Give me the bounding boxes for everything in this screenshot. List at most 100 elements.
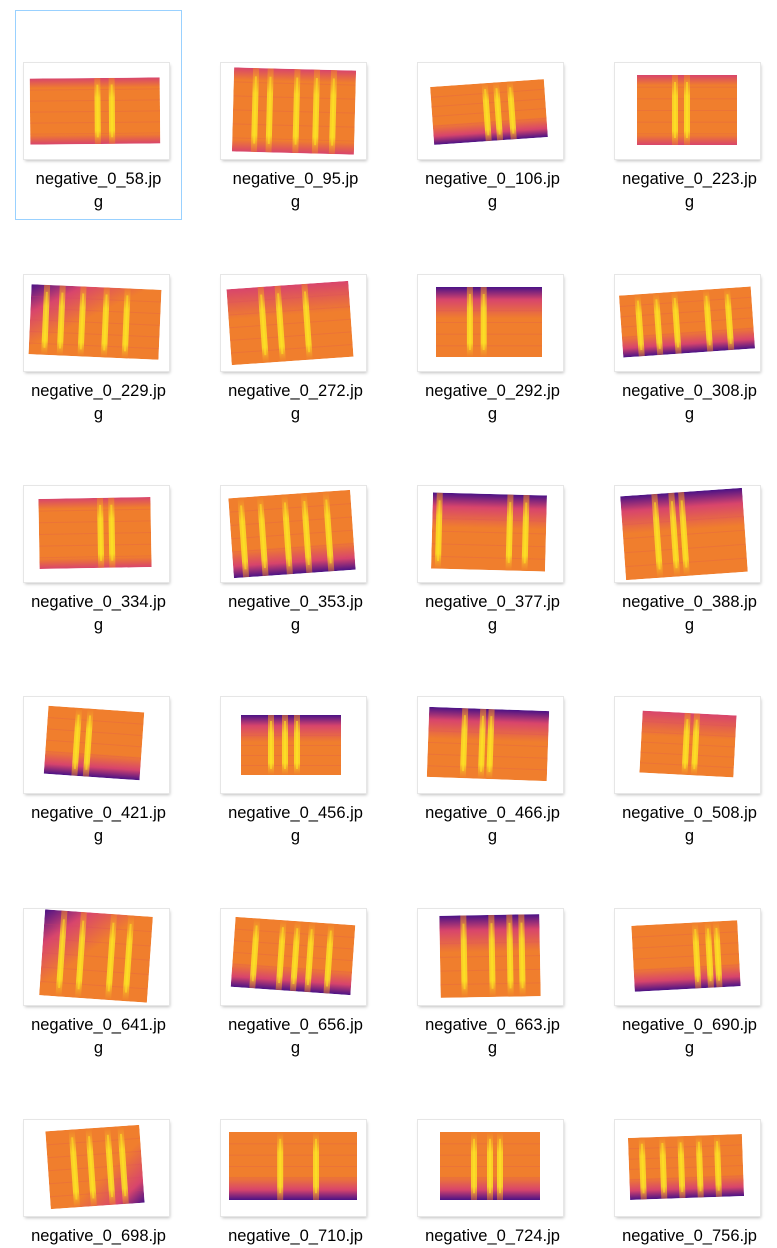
file-name-line: negative_0_229.jp xyxy=(31,382,166,400)
thumbnail-frame[interactable] xyxy=(615,63,760,159)
spectrogram-thumbnail-icon xyxy=(28,284,162,360)
spectrogram-thumbnail-icon xyxy=(39,909,153,1003)
file-item[interactable]: negative_0_223.jp g xyxy=(606,10,773,220)
thumbnail-frame[interactable] xyxy=(418,697,563,793)
file-name-label[interactable]: negative_0_508.jp g xyxy=(607,802,772,848)
file-name-line: negative_0_756.jp xyxy=(622,1227,757,1245)
file-item[interactable]: negative_0_58.jp g xyxy=(15,10,182,220)
file-name-wrap-line: g xyxy=(684,1039,695,1057)
thumbnail-frame[interactable] xyxy=(418,909,563,1005)
file-name-label[interactable]: negative_0_388.jp g xyxy=(607,591,772,637)
file-name-label[interactable]: negative_0_308.jp g xyxy=(607,380,772,426)
file-name-label[interactable]: negative_0_466.jp g xyxy=(410,802,575,848)
spectrogram-thumbnail-icon xyxy=(637,75,737,145)
thumbnail-frame[interactable] xyxy=(418,63,563,159)
thumbnail-frame[interactable] xyxy=(24,275,169,371)
file-name-wrap-line: g xyxy=(487,405,498,423)
file-name-line: negative_0_690.jp xyxy=(622,1016,757,1034)
file-name-label[interactable]: negative_0_456.jp g xyxy=(213,802,378,848)
file-item[interactable]: negative_0_308.jp g xyxy=(606,222,773,432)
thumbnail-frame[interactable] xyxy=(221,63,366,159)
file-item[interactable]: negative_0_508.jp g xyxy=(606,644,773,854)
file-item[interactable]: negative_0_756.jp xyxy=(606,1067,773,1248)
file-name-label[interactable]: negative_0_95.jp g xyxy=(213,168,378,214)
thumbnail-frame[interactable] xyxy=(24,697,169,793)
thumbnail-frame[interactable] xyxy=(24,909,169,1005)
file-name-label[interactable]: negative_0_698.jp xyxy=(16,1225,181,1248)
file-name-line: negative_0_353.jp xyxy=(228,593,363,611)
file-name-label[interactable]: negative_0_377.jp g xyxy=(410,591,575,637)
spectrogram-thumbnail-icon xyxy=(627,1134,745,1200)
spectrogram-thumbnail-icon xyxy=(631,920,741,992)
file-name-line: negative_0_663.jp xyxy=(425,1016,560,1034)
file-item[interactable]: negative_0_466.jp g xyxy=(409,644,576,854)
thumbnail-frame[interactable] xyxy=(418,486,563,582)
file-item[interactable]: negative_0_710.jp xyxy=(212,1067,379,1248)
thumbnail-frame[interactable] xyxy=(221,486,366,582)
file-name-line: negative_0_456.jp xyxy=(228,804,363,822)
file-item[interactable]: negative_0_106.jp g xyxy=(409,10,576,220)
file-item[interactable]: negative_0_334.jp g xyxy=(15,433,182,643)
file-name-label[interactable]: negative_0_663.jp g xyxy=(410,1014,575,1060)
file-item[interactable]: negative_0_456.jp g xyxy=(212,644,379,854)
file-name-label[interactable]: negative_0_58.jp g xyxy=(16,168,181,214)
file-name-label[interactable]: negative_0_106.jp g xyxy=(410,168,575,214)
thumbnail-frame[interactable] xyxy=(221,275,366,371)
thumbnail-frame[interactable] xyxy=(221,1120,366,1216)
file-item[interactable]: negative_0_421.jp g xyxy=(15,644,182,854)
file-name-label[interactable]: negative_0_641.jp g xyxy=(16,1014,181,1060)
thumbnail-frame[interactable] xyxy=(615,909,760,1005)
thumbnail-frame[interactable] xyxy=(24,486,169,582)
file-name-label[interactable]: negative_0_756.jp xyxy=(607,1225,772,1248)
file-item[interactable]: negative_0_95.jp g xyxy=(212,10,379,220)
thumbnail-frame[interactable] xyxy=(221,909,366,1005)
file-item[interactable]: negative_0_377.jp g xyxy=(409,433,576,643)
file-name-label[interactable]: negative_0_223.jp g xyxy=(607,168,772,214)
file-name-label[interactable]: negative_0_334.jp g xyxy=(16,591,181,637)
file-name-line: negative_0_641.jp xyxy=(31,1016,166,1034)
thumbnail-frame[interactable] xyxy=(615,1120,760,1216)
thumbnail-frame[interactable] xyxy=(615,697,760,793)
spectrogram-thumbnail-icon xyxy=(230,916,356,996)
thumbnail-frame[interactable] xyxy=(418,1120,563,1216)
file-name-label[interactable]: negative_0_272.jp g xyxy=(213,380,378,426)
file-name-line: negative_0_656.jp xyxy=(228,1016,363,1034)
file-item[interactable]: negative_0_272.jp g xyxy=(212,222,379,432)
file-name-wrap-line: g xyxy=(93,616,104,634)
file-name-wrap-line: g xyxy=(487,827,498,845)
thumbnail-frame[interactable] xyxy=(615,486,760,582)
file-name-wrap-line: g xyxy=(487,616,498,634)
file-name-label[interactable]: negative_0_421.jp g xyxy=(16,802,181,848)
file-name-wrap-line: g xyxy=(93,405,104,423)
thumbnail-frame[interactable] xyxy=(615,275,760,371)
file-item[interactable]: negative_0_641.jp g xyxy=(15,856,182,1066)
file-name-label[interactable]: negative_0_710.jp xyxy=(213,1225,378,1248)
spectrogram-thumbnail-icon xyxy=(439,914,541,998)
thumbnail-frame[interactable] xyxy=(24,63,169,159)
file-name-wrap-line: g xyxy=(290,1039,301,1057)
file-item[interactable]: negative_0_663.jp g xyxy=(409,856,576,1066)
file-item[interactable]: negative_0_292.jp g xyxy=(409,222,576,432)
thumbnail-frame[interactable] xyxy=(24,1120,169,1216)
spectrogram-thumbnail-icon xyxy=(430,79,548,145)
file-name-wrap-line: g xyxy=(290,616,301,634)
file-item[interactable]: negative_0_388.jp g xyxy=(606,433,773,643)
thumbnail-frame[interactable] xyxy=(418,275,563,371)
file-name-label[interactable]: negative_0_724.jp xyxy=(410,1225,575,1248)
file-item[interactable]: negative_0_698.jp xyxy=(15,1067,182,1248)
spectrogram-thumbnail-icon xyxy=(639,710,737,778)
file-name-line: negative_0_698.jp xyxy=(31,1227,166,1245)
thumbnail-frame[interactable] xyxy=(221,697,366,793)
file-name-label[interactable]: negative_0_292.jp g xyxy=(410,380,575,426)
spectrogram-thumbnail-icon xyxy=(231,67,357,155)
spectrogram-thumbnail-icon xyxy=(29,77,161,145)
file-item[interactable]: negative_0_724.jp xyxy=(409,1067,576,1248)
